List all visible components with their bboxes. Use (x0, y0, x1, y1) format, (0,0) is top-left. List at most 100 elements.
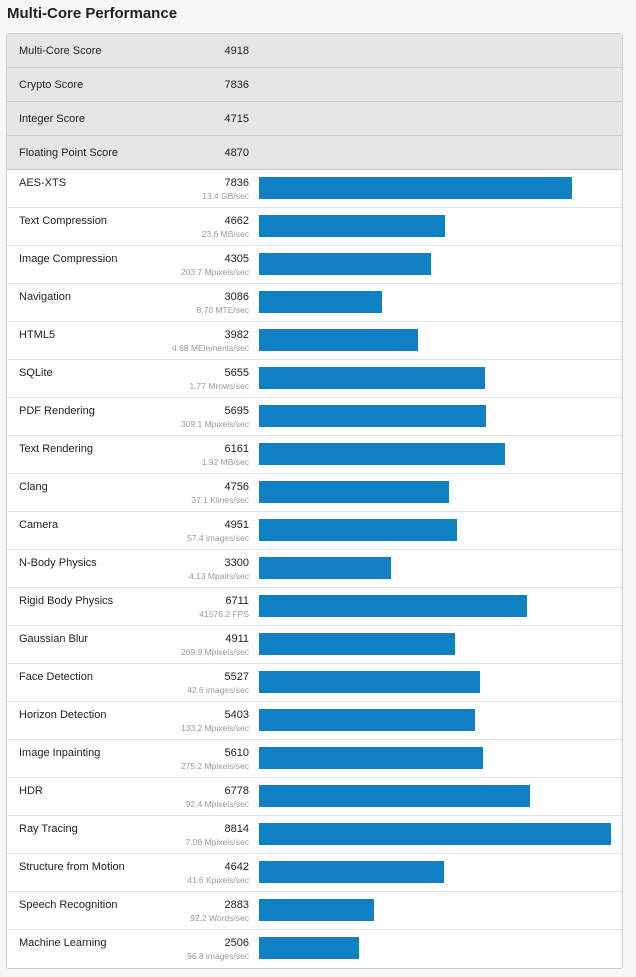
benchmark-row: Ray Tracing 8814 7.08 Mpixels/sec (7, 816, 622, 854)
summary-row: Floating Point Score 4870 (7, 136, 622, 170)
benchmark-row: Text Compression 4662 23.6 MB/sec (7, 208, 622, 246)
benchmark-rate: 13.4 GB/sec (202, 191, 249, 201)
benchmark-name: Clang (19, 481, 48, 493)
benchmark-name: Image Inpainting (19, 747, 101, 759)
summary-score: 7836 (224, 79, 249, 91)
benchmark-row: Speech Recognition 2883 92.2 Words/sec (7, 892, 622, 930)
benchmark-rate: 96.8 images/sec (187, 951, 249, 961)
benchmark-row: SQLite 5655 1.77 Mrows/sec (7, 360, 622, 398)
score-bar (259, 747, 483, 769)
summary-section: Multi-Core Score 4918 Crypto Score 7836 Inte… (7, 34, 622, 170)
benchmark-section: AES-XTS 7836 13.4 GB/sec Text Compression 46… (7, 170, 622, 968)
score-bar (259, 633, 455, 655)
summary-row: Crypto Score 7836 (7, 68, 622, 102)
benchmark-score: 8814 (224, 823, 249, 835)
score-bar (259, 823, 611, 845)
benchmark-name: Speech Recognition (19, 899, 118, 911)
benchmark-rate: 275.2 Mpixels/sec (180, 761, 249, 771)
benchmark-name: N-Body Physics (19, 557, 97, 569)
benchmark-name: PDF Rendering (19, 405, 95, 417)
benchmark-rate: 1.77 Mrows/sec (189, 381, 249, 391)
score-bar (259, 177, 572, 199)
benchmark-rate: 309.1 Mpixels/sec (180, 419, 249, 429)
score-bar (259, 709, 475, 731)
benchmark-row: Image Compression 4305 203.7 Mpixels/sec (7, 246, 622, 284)
score-bar (259, 481, 449, 503)
benchmark-row: PDF Rendering 5695 309.1 Mpixels/sec (7, 398, 622, 436)
summary-score: 4918 (224, 45, 249, 57)
benchmark-rate: 37.1 Klines/sec (191, 495, 249, 505)
benchmark-score: 2883 (224, 899, 249, 911)
benchmark-name: Rigid Body Physics (19, 595, 114, 607)
benchmark-rate: 1.92 MB/sec (201, 457, 249, 467)
benchmark-score: 4662 (224, 215, 249, 227)
score-bar (259, 215, 445, 237)
benchmark-row: Gaussian Blur 4911 269.9 Mpixels/sec (7, 626, 622, 664)
results-table: Multi-Core Score 4918 Crypto Score 7836 Inte… (6, 33, 623, 969)
benchmark-score: 4951 (224, 519, 249, 531)
summary-row: Multi-Core Score 4918 (7, 34, 622, 68)
benchmark-name: Gaussian Blur (19, 633, 89, 645)
benchmark-rate: 8.70 MTE/sec (196, 305, 249, 315)
score-bar (259, 937, 359, 959)
benchmark-name: Camera (19, 519, 59, 531)
benchmark-score: 5695 (224, 405, 249, 417)
summary-label: Integer Score (19, 113, 86, 125)
benchmark-name: SQLite (19, 367, 53, 379)
benchmark-row: Machine Learning 2506 96.8 images/sec (7, 930, 622, 968)
score-bar (259, 861, 444, 883)
summary-score: 4870 (224, 147, 249, 159)
benchmark-score: 5655 (224, 367, 249, 379)
benchmark-row: Rigid Body Physics 6711 41576.2 FPS (7, 588, 622, 626)
benchmark-rate: 57.4 images/sec (187, 533, 249, 543)
benchmark-rate: 133.2 Mpixels/sec (180, 723, 249, 733)
benchmark-name: HDR (19, 785, 43, 797)
benchmark-rate: 23.6 MB/sec (201, 229, 249, 239)
benchmark-row: HDR 6778 92.4 Mpixels/sec (7, 778, 622, 816)
benchmark-rate: 41576.2 FPS (199, 609, 249, 619)
benchmark-row: Face Detection 5527 42.6 images/sec (7, 664, 622, 702)
benchmark-score: 4305 (224, 253, 249, 265)
score-bar (259, 557, 391, 579)
benchmark-row: Structure from Motion 4642 41.6 Kpixels/se… (7, 854, 622, 892)
benchmark-name: Navigation (19, 291, 71, 303)
summary-row: Integer Score 4715 (7, 102, 622, 136)
score-bar (259, 253, 431, 275)
benchmark-rate: 42.6 images/sec (187, 685, 249, 695)
benchmark-rate: 41.6 Kpixels/sec (187, 875, 249, 885)
benchmark-rate: 7.08 Mpixels/sec (185, 837, 249, 847)
benchmark-score: 4756 (224, 481, 249, 493)
summary-label: Floating Point Score (19, 147, 119, 159)
benchmark-name: HTML5 (19, 329, 56, 341)
benchmark-rate: 4.13 Mpairs/sec (189, 571, 249, 581)
benchmark-row: Text Rendering 6161 1.92 MB/sec (7, 436, 622, 474)
score-bar (259, 785, 530, 807)
benchmark-row: Camera 4951 57.4 images/sec (7, 512, 622, 550)
summary-label: Multi-Core Score (19, 45, 102, 57)
benchmark-name: Image Compression (19, 253, 118, 265)
benchmark-score: 3086 (224, 291, 249, 303)
benchmark-score: 6161 (224, 443, 249, 455)
benchmark-row: Navigation 3086 8.70 MTE/sec (7, 284, 622, 322)
score-bar (259, 899, 374, 921)
benchmark-score: 5403 (224, 709, 249, 721)
summary-label: Crypto Score (19, 79, 84, 91)
benchmark-row: Clang 4756 37.1 Klines/sec (7, 474, 622, 512)
benchmark-rate: 4.68 MElements/sec (171, 343, 249, 353)
section-title: Multi-Core Performance (7, 5, 178, 22)
benchmark-score: 2506 (224, 937, 249, 949)
benchmark-row: N-Body Physics 3300 4.13 Mpairs/sec (7, 550, 622, 588)
benchmark-score: 3982 (224, 329, 249, 341)
benchmark-name: Machine Learning (19, 937, 107, 949)
benchmark-row: AES-XTS 7836 13.4 GB/sec (7, 170, 622, 208)
benchmark-score: 3300 (224, 557, 249, 569)
benchmark-score: 4642 (224, 861, 249, 873)
benchmark-rate: 92.2 Words/sec (190, 913, 249, 923)
benchmark-score: 7836 (224, 177, 249, 189)
benchmark-name: Face Detection (19, 671, 93, 683)
benchmark-name: Structure from Motion (19, 861, 125, 873)
benchmark-score: 6778 (224, 785, 249, 797)
benchmark-score: 5610 (224, 747, 249, 759)
benchmark-row: HTML5 3982 4.68 MElements/sec (7, 322, 622, 360)
score-bar (259, 519, 457, 541)
